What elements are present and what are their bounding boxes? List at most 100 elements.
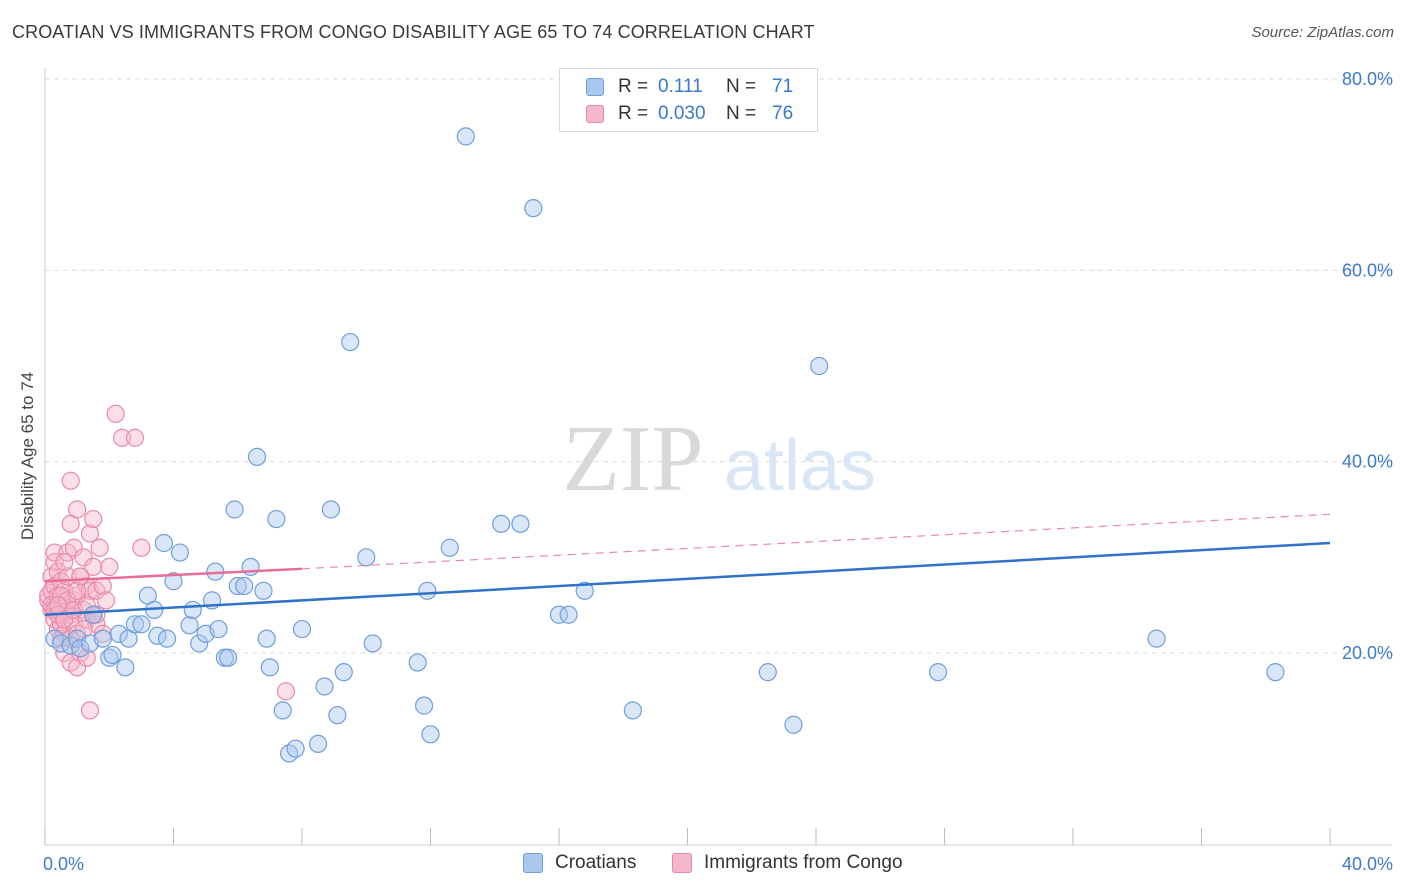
croatian-point: [440, 538, 459, 557]
croatian-point: [219, 648, 238, 667]
croatian-point: [784, 715, 803, 734]
legend-r-value: 0.111: [658, 76, 703, 97]
croatian-point: [456, 127, 475, 146]
correlation-legend: R = 0.111 N = 71 R = 0.030 N = 76: [559, 68, 818, 132]
croatian-point: [363, 634, 382, 653]
y-tick-label: 80.0%: [1342, 69, 1393, 89]
croatian-point: [254, 581, 273, 600]
congo-point: [112, 428, 132, 447]
legend-n-value: 71: [772, 76, 794, 97]
croatian-point: [93, 629, 112, 648]
legend-item-croatians[interactable]: Croatians: [523, 852, 636, 874]
watermark-atlas: atlas: [724, 426, 876, 506]
croatian-point: [116, 658, 135, 677]
legend-swatch-pink: [672, 853, 692, 873]
y-tick-label: 20.0%: [1342, 643, 1393, 663]
croatian-point: [559, 605, 578, 624]
legend-r-label: R =: [618, 103, 649, 124]
croatian-point: [183, 600, 202, 620]
croatian-point: [241, 557, 260, 577]
congo-point: [68, 658, 87, 677]
croatian-point: [235, 576, 254, 596]
congo-point: [106, 404, 125, 423]
congo-point: [77, 648, 96, 667]
croatian-point: [286, 739, 305, 758]
croatian-point: [928, 663, 948, 682]
congo-point: [64, 538, 84, 557]
congo-point: [276, 682, 296, 701]
congo-point: [132, 538, 151, 557]
croatian-point: [328, 706, 347, 725]
legend-swatch-pink: [586, 105, 604, 123]
croatian-point: [623, 701, 642, 720]
trend-line-congo-extension: [301, 513, 1331, 570]
croatian-point: [154, 533, 173, 553]
croatian-point: [247, 447, 267, 466]
series-croatians: [45, 127, 1285, 763]
croatian-point: [418, 581, 437, 600]
trend-lines: [44, 513, 1331, 616]
trend-line-congo: [44, 567, 303, 583]
croatian-point: [273, 701, 292, 720]
croatian-point: [492, 514, 511, 533]
source-label: Source: ZipAtlas.com: [1251, 24, 1394, 41]
legend-row-croatians: R = 0.111 N = 71: [586, 75, 793, 99]
legend-n-label: N =: [726, 76, 757, 97]
congo-point: [45, 553, 64, 572]
x-tick-label-min: 0.0%: [43, 854, 84, 874]
croatian-point: [315, 677, 334, 696]
watermark-zip: ZIP: [563, 407, 704, 511]
croatian-point: [408, 653, 427, 672]
congo-point: [80, 524, 100, 543]
y-tick-label: 40.0%: [1342, 452, 1393, 472]
legend-swatch-blue: [586, 78, 604, 96]
croatian-point: [421, 725, 440, 744]
croatian-point: [321, 500, 341, 519]
tick-labels: 20.0% 40.0% 60.0% 80.0% 0.0% 40.0%: [43, 69, 1393, 874]
croatian-point: [1147, 629, 1166, 648]
congo-point: [90, 538, 109, 557]
legend-swatch-blue: [523, 853, 543, 873]
congo-point: [68, 500, 87, 519]
croatian-point: [260, 658, 279, 677]
congo-point: [48, 596, 67, 615]
x-tick-label-max: 40.0%: [1342, 854, 1393, 874]
congo-point: [100, 557, 119, 577]
croatian-point: [414, 696, 434, 715]
croatian-point: [190, 634, 209, 653]
croatian-point: [1266, 663, 1285, 682]
croatian-point: [180, 616, 199, 635]
congo-point: [77, 596, 96, 615]
croatian-point: [71, 639, 90, 658]
croatian-point: [357, 548, 376, 567]
legend-row-congo: R = 0.030 N = 76: [586, 102, 793, 126]
croatian-point: [308, 734, 328, 753]
congo-point: [61, 471, 80, 490]
chart-title: CROATIAN VS IMMIGRANTS FROM CONGO DISABI…: [12, 22, 815, 42]
croatian-point: [132, 615, 151, 634]
croatian-point: [84, 605, 103, 624]
croatian-point: [103, 645, 122, 665]
legend-item-congo[interactable]: Immigrants from Congo: [672, 852, 903, 874]
croatian-point: [267, 509, 286, 529]
congo-point: [80, 701, 100, 720]
congo-point: [84, 557, 103, 577]
series-immigrants-from-congo: [39, 404, 296, 720]
trend-line-croatians: [44, 541, 1331, 616]
congo-point: [93, 624, 112, 643]
axes-layer: [44, 68, 1392, 846]
watermark: ZIP atlas: [563, 407, 877, 511]
croatian-point: [575, 581, 594, 600]
legend-n-label: N =: [726, 103, 757, 124]
croatian-point: [109, 624, 128, 643]
croatian-point: [100, 648, 119, 667]
legend-r-label: R =: [618, 76, 649, 97]
congo-point: [45, 543, 64, 562]
legend-r-value: 0.030: [658, 103, 706, 124]
congo-point: [68, 581, 87, 600]
croatian-point: [292, 619, 312, 639]
y-axis-label: Disability Age 65 to 74: [18, 371, 37, 541]
congo-point: [125, 428, 145, 447]
croatian-point: [341, 332, 360, 352]
